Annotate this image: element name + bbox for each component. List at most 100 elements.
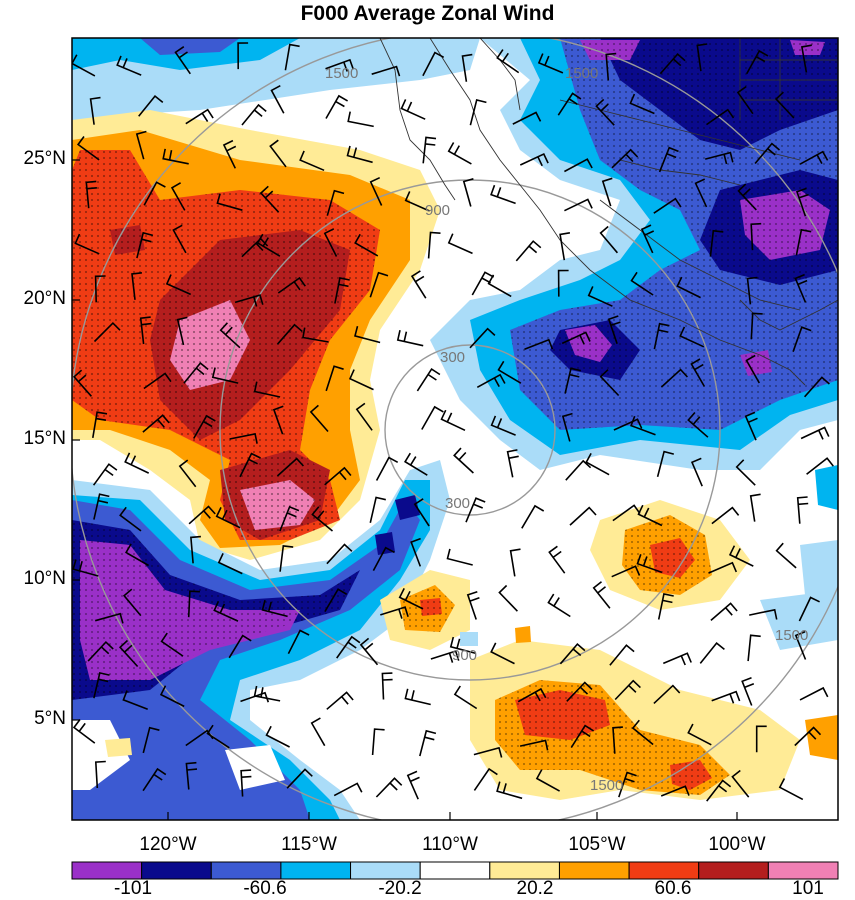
wind-barb xyxy=(404,688,431,706)
wind-barb xyxy=(193,414,216,439)
wind-barb xyxy=(660,368,688,388)
wind-barb xyxy=(524,338,554,350)
lon-tick-label: 120°W xyxy=(139,834,197,855)
wind-barb xyxy=(279,505,300,532)
wind-barb xyxy=(601,177,613,207)
wind-barb xyxy=(94,275,106,303)
wind-barb xyxy=(354,326,381,344)
wind-barb xyxy=(607,315,621,345)
wind-barb xyxy=(416,367,441,392)
ring-label-1500: 1500 xyxy=(590,777,623,794)
wind-barb xyxy=(792,326,812,352)
wind-barb xyxy=(229,432,258,444)
wind-barb xyxy=(796,496,809,524)
colorbar-label: 60.6 xyxy=(654,878,692,899)
wind-barb xyxy=(750,312,763,340)
wind-barb xyxy=(324,588,348,613)
wind-barb xyxy=(272,405,284,435)
ring-label-1500: 1500 xyxy=(775,627,808,644)
lon-tick-label: 110°W xyxy=(422,834,478,855)
wind-barb xyxy=(778,778,804,801)
wind-barb xyxy=(519,739,549,751)
wind-barb xyxy=(311,506,334,532)
colorbar-swatch xyxy=(698,861,769,880)
wind-barb xyxy=(422,51,445,77)
wind-barb xyxy=(403,452,428,476)
wind-barb xyxy=(657,593,674,620)
wind-barb xyxy=(187,590,200,618)
wind-barb xyxy=(336,635,361,659)
wind-barb xyxy=(611,565,641,578)
wind-barb xyxy=(253,381,281,398)
wind-barb xyxy=(185,108,214,125)
wind-barb xyxy=(400,99,426,120)
wind-barb xyxy=(162,148,189,165)
wind-barb xyxy=(487,274,512,298)
wind-barb xyxy=(256,233,281,257)
wind-barb xyxy=(595,98,615,126)
wind-barb xyxy=(747,634,761,662)
wind-barb xyxy=(469,327,496,349)
wind-barb xyxy=(679,326,705,348)
wind-barb xyxy=(234,294,264,307)
colorbar-swatch xyxy=(489,861,560,880)
wind-barb xyxy=(72,54,96,77)
wind-barb xyxy=(185,761,198,790)
wind-barb xyxy=(325,94,348,119)
colorbar-swatch xyxy=(71,861,143,880)
wind-barb xyxy=(174,46,191,75)
wind-barb xyxy=(656,450,674,477)
wind-barb xyxy=(497,360,522,384)
wind-barb xyxy=(375,456,399,481)
wind-barb xyxy=(676,276,701,299)
wind-barb xyxy=(706,779,732,802)
wind-barb xyxy=(749,493,761,522)
colorbar-swatch xyxy=(350,861,421,880)
colorbar-swatch xyxy=(628,861,700,880)
wind-barb xyxy=(687,411,709,438)
wind-barb xyxy=(422,136,437,164)
wind-barb xyxy=(277,276,306,294)
wind-barb xyxy=(430,650,460,663)
wind-barb xyxy=(509,548,521,577)
wind-barb xyxy=(299,150,325,172)
colorbar xyxy=(71,861,839,880)
wind-barb xyxy=(804,376,830,398)
wind-barb xyxy=(326,189,345,216)
wind-barb xyxy=(498,584,518,612)
wind-barb xyxy=(259,185,280,213)
wind-barb xyxy=(160,632,184,657)
wind-barb xyxy=(561,331,591,345)
lat-tick-label: 5°N xyxy=(34,708,66,729)
wind-barb xyxy=(190,535,201,564)
wind-barb xyxy=(566,681,593,702)
wind-barb xyxy=(745,49,769,75)
wind-barb xyxy=(547,593,571,618)
plot-frame xyxy=(71,37,839,821)
wind-barb xyxy=(253,685,281,702)
wind-barb xyxy=(139,316,152,345)
wind-barb xyxy=(609,644,635,666)
wind-barb xyxy=(142,726,160,754)
wind-barb xyxy=(228,634,252,659)
wind-barb xyxy=(631,719,654,746)
wind-barb xyxy=(326,691,354,710)
wind-barb xyxy=(564,367,581,394)
wind-barb xyxy=(188,505,216,525)
wind-barb xyxy=(371,728,385,756)
ring-label-300: 300 xyxy=(440,349,465,366)
wind-barb xyxy=(124,452,150,474)
wind-barb xyxy=(506,449,519,478)
colorbar-swatch xyxy=(141,861,212,880)
wind-barb xyxy=(587,286,613,307)
lat-tick-label: 25°N xyxy=(23,148,66,169)
wind-barb xyxy=(473,746,503,758)
wind-barb xyxy=(369,271,389,298)
wind-barb xyxy=(172,224,187,254)
wind-barb xyxy=(279,545,294,572)
wind-barb xyxy=(265,725,290,748)
wind-barb xyxy=(711,506,740,525)
wind-barb xyxy=(369,176,383,206)
wind-barb xyxy=(369,496,386,523)
wind-barb xyxy=(592,581,611,609)
